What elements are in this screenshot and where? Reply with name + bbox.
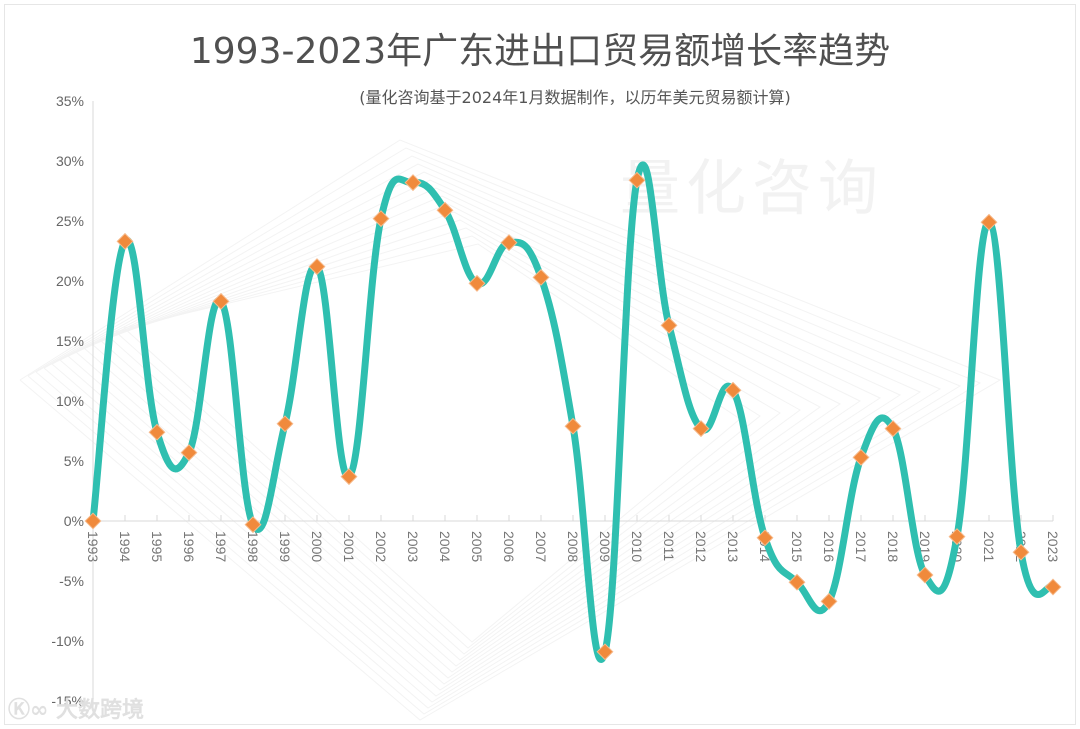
data-point-marker[interactable] xyxy=(148,423,166,441)
x-tick-label: 2005 xyxy=(469,531,485,562)
data-point-marker[interactable] xyxy=(628,171,646,189)
data-point-marker[interactable] xyxy=(500,234,518,252)
data-point-marker[interactable] xyxy=(692,420,710,438)
growth-rate-line xyxy=(89,161,1057,663)
y-tick-label: 5% xyxy=(64,453,84,469)
data-point-marker[interactable] xyxy=(404,174,422,192)
chart-title: 1993-2023年广东进出口贸易额增长率趋势 xyxy=(189,31,891,72)
x-tick-label: 1994 xyxy=(117,531,133,562)
x-tick-label: 2001 xyxy=(341,531,357,562)
data-point-marker[interactable] xyxy=(756,529,774,547)
x-tick-label: 2015 xyxy=(789,531,805,562)
x-tick-label: 2021 xyxy=(981,531,997,562)
x-tick-label: 2023 xyxy=(1045,531,1061,562)
y-tick-label: 30% xyxy=(56,153,84,169)
y-tick-label: 0% xyxy=(64,513,84,529)
y-tick-label: -15% xyxy=(51,693,84,709)
x-tick-label: 2009 xyxy=(597,531,613,562)
x-tick-label: 1999 xyxy=(277,531,293,562)
data-point-marker[interactable] xyxy=(1044,578,1062,596)
logo-icon: Ⓚ∞ xyxy=(8,698,56,723)
logo-text: 大数跨境 xyxy=(56,698,145,723)
x-tick-label: 2007 xyxy=(533,531,549,562)
y-tick-label: 20% xyxy=(56,273,84,289)
data-point-marker[interactable] xyxy=(788,573,806,591)
y-tick-label: 35% xyxy=(56,93,84,109)
data-point-marker[interactable] xyxy=(468,274,486,292)
data-point-marker[interactable] xyxy=(340,468,358,486)
x-tick-label: 2011 xyxy=(661,531,677,561)
x-tick-label: 1997 xyxy=(213,531,229,562)
data-point-marker[interactable] xyxy=(436,201,454,219)
data-point-marker[interactable] xyxy=(532,268,550,286)
data-point-marker[interactable] xyxy=(724,381,742,399)
x-tick-label: 2006 xyxy=(501,531,517,562)
x-tick-label: 1998 xyxy=(245,531,261,562)
data-point-marker[interactable] xyxy=(116,232,134,250)
data-point-marker[interactable] xyxy=(84,512,102,530)
data-point-marker[interactable] xyxy=(1012,543,1030,561)
data-point-marker[interactable] xyxy=(820,592,838,610)
x-tick-label: 2018 xyxy=(885,531,901,562)
data-point-marker[interactable] xyxy=(980,213,998,231)
x-tick-label: 1993 xyxy=(85,531,101,562)
data-point-marker[interactable] xyxy=(244,516,262,534)
y-tick-label: 15% xyxy=(56,333,84,349)
data-point-marker[interactable] xyxy=(308,258,326,276)
y-tick-label: -10% xyxy=(51,633,84,649)
chart-subtitle: (量化咨询基于2024年1月数据制作，以历年美元贸易额计算) xyxy=(359,88,791,107)
x-tick-label: 2010 xyxy=(629,531,645,562)
brand-logo: Ⓚ∞ 大数跨境 xyxy=(8,692,144,724)
data-point-marker[interactable] xyxy=(180,444,198,462)
watermark: 量化咨询 xyxy=(620,154,884,224)
x-tick-label: 2017 xyxy=(853,531,869,562)
y-tick-label: 10% xyxy=(56,393,84,409)
data-point-marker[interactable] xyxy=(212,292,230,310)
y-tick-label: -5% xyxy=(59,573,84,589)
y-tick-label: 25% xyxy=(56,213,84,229)
data-point-marker[interactable] xyxy=(372,210,390,228)
x-tick-label: 1996 xyxy=(181,531,197,562)
x-tick-label: 2004 xyxy=(437,531,453,562)
x-tick-label: 2008 xyxy=(565,531,581,562)
data-point-marker[interactable] xyxy=(276,415,294,433)
x-tick-label: 1995 xyxy=(149,531,165,562)
x-tick-label: 2016 xyxy=(821,531,837,562)
data-point-marker[interactable] xyxy=(948,528,966,546)
x-tick-label: 2000 xyxy=(309,531,325,562)
data-point-marker[interactable] xyxy=(596,643,614,661)
data-point-marker[interactable] xyxy=(916,566,934,584)
data-point-marker[interactable] xyxy=(564,417,582,435)
data-point-marker[interactable] xyxy=(660,316,678,334)
x-tick-label: 2003 xyxy=(405,531,421,562)
data-point-marker[interactable] xyxy=(852,448,870,466)
background-pattern xyxy=(19,139,1002,721)
data-point-marker[interactable] xyxy=(884,420,902,438)
x-tick-label: 2002 xyxy=(373,531,389,562)
x-tick-label: 2013 xyxy=(725,531,741,562)
x-tick-label: 2012 xyxy=(693,531,709,562)
